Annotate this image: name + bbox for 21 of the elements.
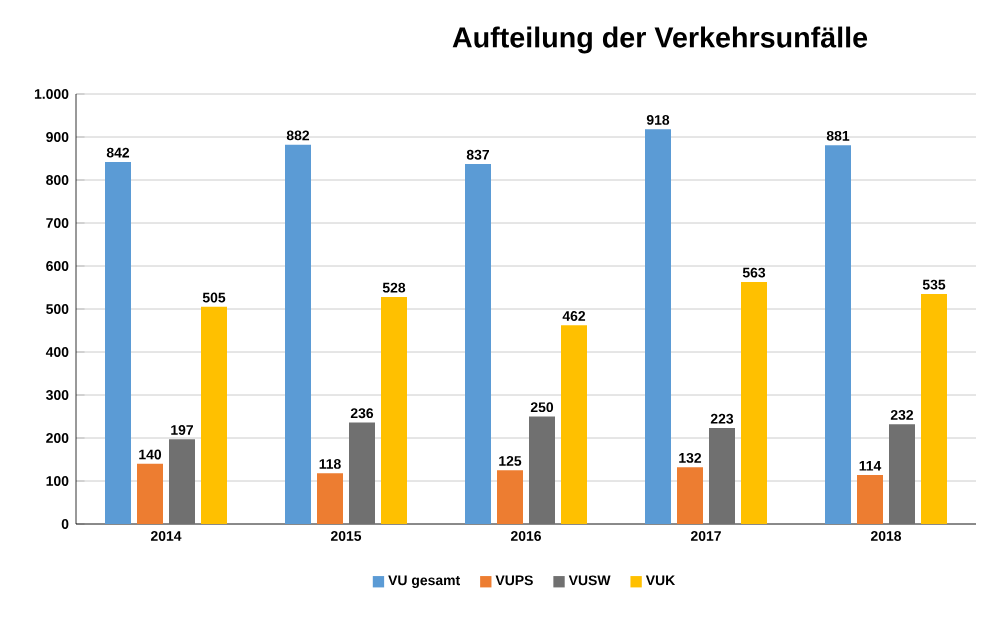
bar [137, 463, 163, 524]
bar [317, 473, 343, 524]
bar [497, 470, 523, 524]
bar [857, 474, 883, 524]
bar [529, 416, 555, 524]
bar [285, 144, 311, 524]
bar [741, 281, 767, 524]
bar [645, 129, 671, 524]
bar [381, 296, 407, 524]
bar [825, 145, 851, 524]
bar [465, 164, 491, 524]
bar [105, 161, 131, 524]
bar [677, 467, 703, 524]
bar [921, 293, 947, 524]
bar [889, 424, 915, 524]
bar [349, 422, 375, 524]
bar [561, 325, 587, 524]
bar [169, 439, 195, 524]
chart-title: Aufteilung der Verkehrsunfälle [452, 26, 868, 54]
bar [709, 428, 735, 524]
bar [201, 306, 227, 524]
